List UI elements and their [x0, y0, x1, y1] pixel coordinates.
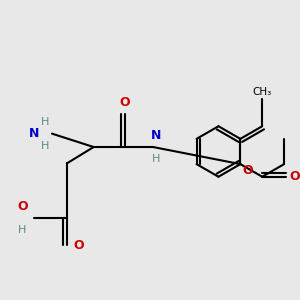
- Text: H: H: [18, 225, 26, 235]
- Text: O: O: [119, 96, 130, 109]
- Text: O: O: [242, 164, 253, 177]
- Text: O: O: [17, 200, 28, 213]
- Text: N: N: [29, 127, 39, 140]
- Text: N: N: [151, 129, 161, 142]
- Text: O: O: [74, 238, 84, 252]
- Text: CH₃: CH₃: [253, 87, 272, 97]
- Text: O: O: [290, 170, 300, 183]
- Text: H: H: [40, 117, 49, 127]
- Text: H: H: [40, 140, 49, 151]
- Text: H: H: [152, 154, 160, 164]
